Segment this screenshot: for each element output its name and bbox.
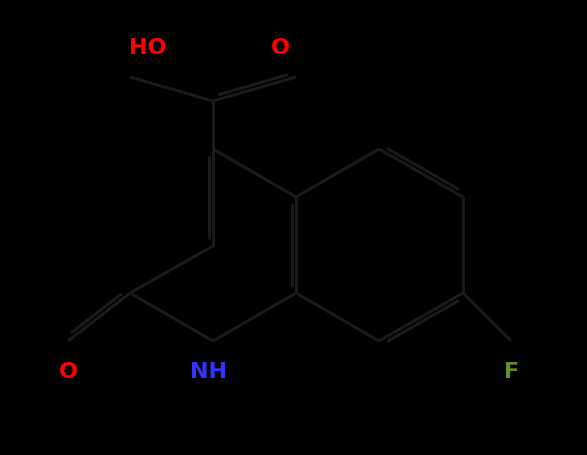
Text: O: O xyxy=(59,361,77,381)
Text: O: O xyxy=(271,38,289,58)
Text: HO: HO xyxy=(129,38,167,58)
Text: F: F xyxy=(504,361,519,381)
Text: NH: NH xyxy=(190,361,227,381)
